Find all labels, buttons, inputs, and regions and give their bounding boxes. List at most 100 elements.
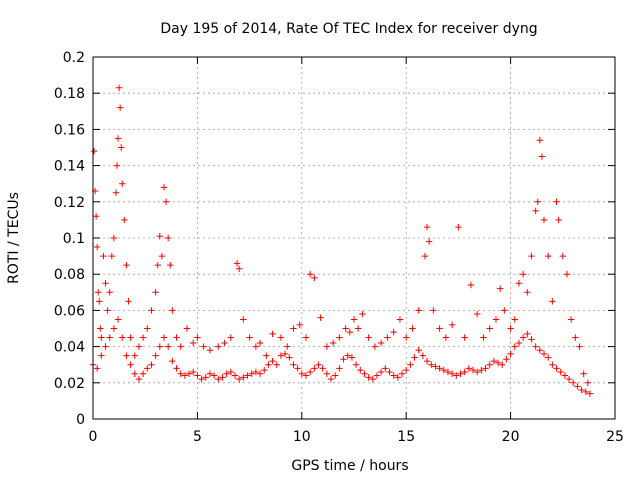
data-point [252, 343, 260, 350]
data-point [263, 352, 270, 359]
data-point [177, 343, 184, 350]
data-point [448, 370, 456, 377]
data-point [277, 352, 285, 359]
tick-layer: 0 0.02 0.04 0.06 0.08 0.1 0.12 0.14 0.16 0.18 0.2 0… [54, 50, 624, 445]
data-point [317, 314, 324, 321]
data-point [162, 198, 170, 205]
data-point [465, 365, 473, 372]
plot-frame [92, 56, 616, 420]
data-point [524, 330, 531, 338]
data-point [377, 368, 385, 376]
data-point [156, 232, 164, 240]
data-point [135, 375, 143, 383]
data-point [144, 365, 151, 372]
chart-title: Day 195 of 2014, Rate Of TEC Index for r… [160, 21, 537, 37]
data-point [455, 223, 462, 231]
x-tick-label: 5 [193, 429, 202, 445]
data-point [290, 361, 297, 368]
data-point [480, 334, 487, 341]
data-point [190, 339, 197, 347]
data-point [323, 343, 331, 350]
data-point [90, 147, 98, 155]
data-point [302, 334, 310, 341]
data-point [173, 365, 180, 372]
data-point [386, 368, 393, 376]
data-point [154, 261, 161, 269]
data-point [269, 357, 276, 365]
data-point [574, 383, 581, 390]
data-point [246, 334, 253, 341]
data-point [423, 223, 431, 231]
data-point [377, 339, 385, 347]
y-tick-label: 0.04 [54, 340, 85, 356]
data-point [215, 343, 222, 350]
data-point [113, 162, 121, 169]
data-point [244, 372, 251, 379]
data-point [478, 366, 485, 374]
data-point [286, 354, 293, 361]
data-point [544, 354, 552, 361]
data-point [223, 370, 230, 377]
data-point [131, 370, 138, 377]
data-point [115, 84, 123, 91]
data-point [473, 310, 481, 318]
data-point [235, 375, 243, 383]
data-point [519, 271, 527, 278]
data-point [394, 374, 402, 381]
data-point [131, 352, 138, 359]
data-point [344, 352, 351, 359]
data-point [432, 363, 439, 370]
data-point [102, 280, 109, 287]
data-point [492, 316, 500, 323]
data-point [486, 325, 493, 332]
data-point [96, 298, 103, 305]
data-point [572, 334, 579, 341]
x-tick-label: 0 [89, 429, 98, 445]
data-point [565, 375, 573, 383]
data-point [582, 388, 589, 396]
data-point [315, 361, 322, 368]
data-point [409, 325, 416, 332]
data-point [336, 334, 343, 341]
data-point [198, 375, 205, 383]
data-point [332, 372, 339, 379]
data-point [411, 354, 418, 361]
y-tick-label: 0.06 [54, 303, 85, 319]
data-point [482, 365, 489, 372]
data-point [194, 372, 201, 379]
data-point [549, 361, 556, 368]
data-point [329, 339, 337, 347]
data-point [528, 336, 535, 343]
data-point [536, 347, 544, 354]
data-point [350, 316, 358, 323]
points-layer [89, 84, 594, 397]
data-point [534, 198, 541, 205]
data-point [160, 184, 168, 191]
data-point [423, 357, 431, 365]
data-point [294, 365, 301, 372]
data-point [277, 334, 285, 341]
data-point [544, 252, 552, 260]
data-point [123, 261, 130, 269]
data-point [119, 180, 126, 187]
data-point [494, 359, 502, 367]
data-point [549, 298, 556, 305]
data-point [296, 321, 303, 329]
x-tick-label: 20 [502, 429, 520, 445]
data-point [559, 252, 566, 260]
y-tick-label: 0.14 [54, 159, 85, 175]
data-point [100, 252, 107, 260]
data-point [473, 368, 481, 376]
data-point [123, 352, 130, 359]
data-point [181, 372, 189, 379]
data-point [448, 321, 456, 329]
data-point [290, 325, 297, 332]
data-point [561, 372, 569, 379]
y-tick-label: 0.2 [63, 50, 85, 66]
y-tick-label: 0 [76, 412, 85, 428]
data-point [352, 361, 360, 368]
data-point [567, 316, 575, 323]
data-point [215, 375, 222, 383]
data-point [108, 252, 115, 260]
